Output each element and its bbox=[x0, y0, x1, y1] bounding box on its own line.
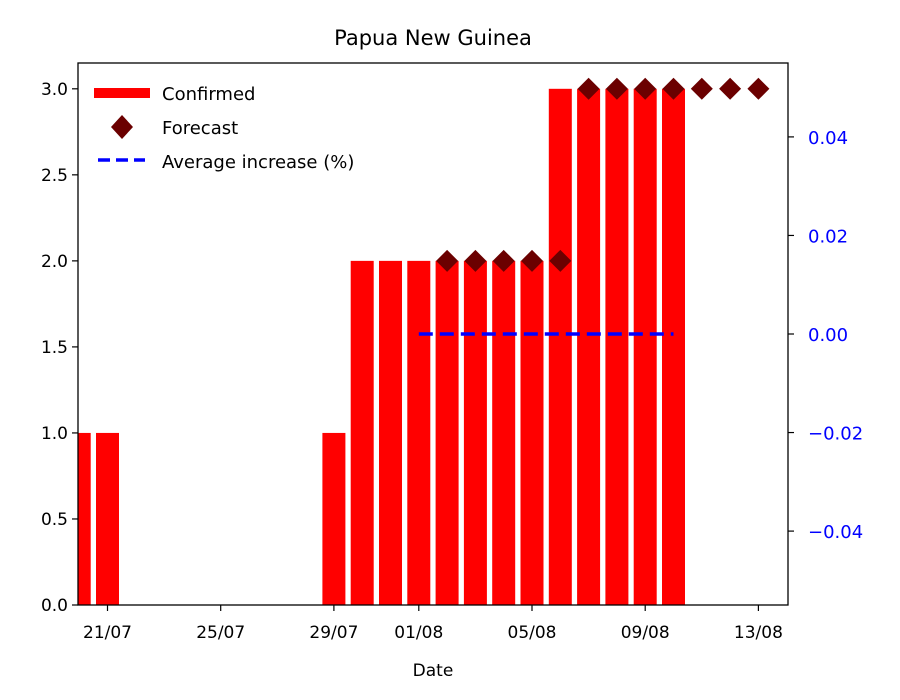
forecast-marker bbox=[719, 77, 742, 100]
x-tick-label: 29/07 bbox=[309, 623, 358, 643]
forecast-marker bbox=[690, 77, 713, 100]
y2-tick-label: 0.04 bbox=[808, 128, 848, 149]
bar-confirmed bbox=[492, 260, 516, 605]
bar-confirmed bbox=[463, 260, 487, 605]
y-tick-label: 1.5 bbox=[41, 338, 68, 358]
y2-tick-label: 0.00 bbox=[808, 325, 848, 346]
forecast-marker bbox=[577, 77, 600, 100]
y2-tick-label: 0.02 bbox=[808, 226, 848, 247]
forecast-marker bbox=[662, 77, 685, 100]
chart-title: Papua New Guinea bbox=[334, 26, 532, 50]
bar-confirmed bbox=[379, 260, 402, 605]
forecast-marker bbox=[605, 77, 628, 100]
y-tick-label: 2.5 bbox=[41, 166, 68, 186]
x-tick-label: 01/08 bbox=[394, 623, 443, 643]
bar-layer bbox=[78, 88, 685, 606]
bar-confirmed bbox=[577, 88, 601, 606]
bar-confirmed bbox=[435, 260, 459, 605]
bar-confirmed bbox=[548, 88, 572, 606]
legend-confirmed-label: Confirmed bbox=[162, 84, 255, 105]
x-tick-label: 09/08 bbox=[621, 623, 670, 643]
x-tick-label: 13/08 bbox=[734, 623, 783, 643]
y2-tick-label: −0.02 bbox=[808, 424, 863, 445]
bar-confirmed bbox=[633, 88, 657, 606]
bar-confirmed bbox=[322, 432, 346, 605]
forecast-marker bbox=[634, 77, 657, 100]
bar-confirmed bbox=[350, 260, 374, 605]
forecast-marker bbox=[521, 249, 543, 272]
y-tick-label: 2.0 bbox=[41, 252, 68, 272]
bar-confirmed bbox=[407, 260, 431, 605]
forecast-marker bbox=[464, 249, 487, 272]
x-axis-label: Date bbox=[413, 661, 454, 681]
forecast-marker bbox=[436, 249, 459, 272]
x-tick-label: 25/07 bbox=[196, 623, 245, 643]
bar-confirmed bbox=[605, 88, 629, 606]
y2-axis-ticks: −0.04 −0.02 0.00 0.02 0.04 bbox=[788, 128, 863, 543]
y-tick-label: 1.0 bbox=[41, 424, 68, 444]
y-axis-ticks: 0.0 0.5 1.0 1.5 2.0 2.5 3.0 bbox=[41, 80, 78, 616]
y-tick-label: 0.5 bbox=[41, 510, 68, 530]
y2-tick-label: −0.04 bbox=[808, 522, 863, 543]
y-tick-label: 0.0 bbox=[41, 596, 68, 616]
y-tick-label: 3.0 bbox=[41, 80, 68, 100]
legend-forecast-label: Forecast bbox=[162, 118, 238, 139]
forecast-marker bbox=[492, 249, 515, 272]
bar-confirmed bbox=[662, 88, 685, 606]
x-tick-label: 21/07 bbox=[83, 623, 132, 643]
bar-confirmed bbox=[78, 432, 91, 605]
legend: Confirmed Forecast Average increase (%) bbox=[94, 84, 354, 173]
forecast-marker bbox=[747, 77, 770, 100]
bar-confirmed bbox=[96, 432, 119, 605]
bar-confirmed bbox=[520, 260, 544, 605]
x-tick-label: 05/08 bbox=[508, 623, 557, 643]
legend-forecast-marker bbox=[111, 115, 133, 139]
forecast-marker bbox=[549, 249, 572, 272]
legend-average-label: Average increase (%) bbox=[162, 152, 354, 173]
x-axis-ticks: 21/07 25/07 29/07 01/08 05/08 09/08 13/08 bbox=[83, 605, 783, 643]
forecast-marker-layer bbox=[436, 77, 770, 272]
